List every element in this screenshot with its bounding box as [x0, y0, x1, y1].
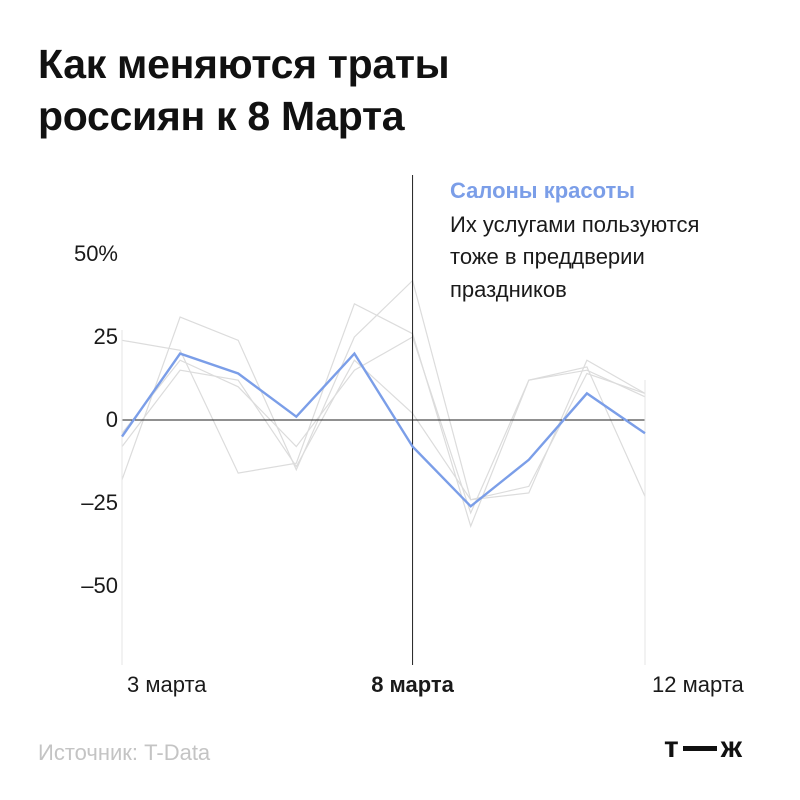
- logo-dash: [682, 745, 717, 751]
- y-tick-label-5: –50: [81, 573, 118, 598]
- background-series-line-3: [121, 336, 646, 515]
- source-caption: Источник: T-Data: [38, 740, 211, 765]
- y-tick-label-3: 0: [106, 407, 118, 432]
- annotation: Салоны красоты Их услугами пользуются то…: [450, 178, 699, 302]
- x-tick-label-3: 12 марта: [652, 672, 745, 697]
- highlight-series-group: [121, 351, 646, 508]
- x-tick-labels: 3 марта 8 марта 12 марта: [127, 672, 745, 697]
- background-series-group: [121, 279, 646, 529]
- annotation-line-3: праздников: [450, 277, 567, 302]
- highlight-series-line: [121, 351, 646, 508]
- annotation-series-name: Салоны красоты: [450, 178, 635, 203]
- x-tick-label-1: 3 марта: [127, 672, 207, 697]
- x-tick-label-2: 8 марта: [371, 672, 454, 697]
- y-tick-labels: 50% 25 0 –25 –50: [74, 241, 118, 598]
- background-series-line-1: [121, 279, 646, 501]
- logo-letter-right: ж: [720, 731, 742, 764]
- y-tick-label-2: 25: [94, 324, 118, 349]
- background-series-line-4: [121, 359, 646, 501]
- page-title: Как меняются траты россиян к 8 Марта: [38, 38, 758, 142]
- axes-group: [121, 175, 646, 665]
- background-series-line-2: [121, 302, 646, 529]
- y-tick-label-1: 50%: [74, 241, 118, 266]
- logo-letter-left: т: [664, 731, 679, 764]
- title-line-1: Как меняются траты: [38, 41, 450, 87]
- annotation-line-2: тоже в преддверии: [450, 244, 645, 269]
- annotation-line-1: Их услугами пользуются: [450, 212, 699, 237]
- brand-logo: т ж: [664, 732, 742, 764]
- y-tick-label-4: –25: [81, 490, 118, 515]
- title-line-2: россиян к 8 Марта: [38, 93, 405, 139]
